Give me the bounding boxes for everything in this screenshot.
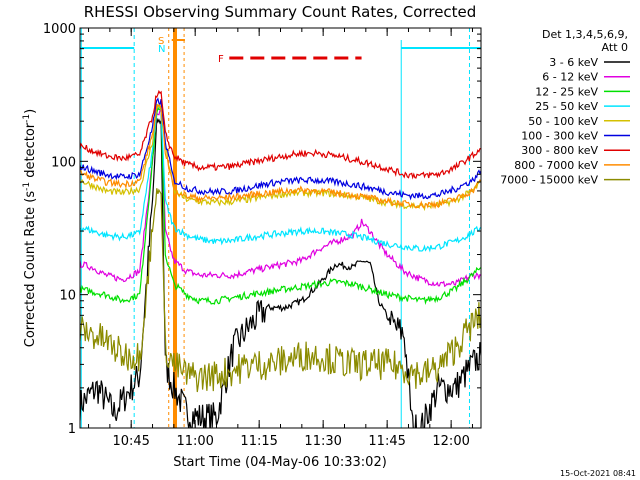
legend: Det 1,3,4,5,6,9,Att 0 3 - 6 keV 6 - 12 keV… xyxy=(500,28,630,187)
series-line-8 xyxy=(80,188,481,393)
y-tick-label: 10 xyxy=(59,289,76,304)
x-tick-label: 12:00 xyxy=(432,434,469,449)
series-layer xyxy=(80,89,481,428)
legend-label: 25 - 50 keV xyxy=(535,100,598,113)
saa-flag-label: S xyxy=(158,36,164,47)
x-tick-label: 11:00 xyxy=(176,434,213,449)
series-line-1 xyxy=(80,109,481,288)
y-tick-label: 1000 xyxy=(43,22,76,37)
legend-label: 3 - 6 keV xyxy=(549,56,598,69)
night-flag-label: N xyxy=(158,44,165,55)
series-line-5 xyxy=(80,97,481,201)
x-axis-label: Start Time (04-May-06 10:33:02) xyxy=(173,455,387,470)
flare-flag-label: F xyxy=(218,54,224,65)
series-line-2 xyxy=(80,105,481,305)
legend-header: Att 0 xyxy=(602,41,628,54)
legend-label: 6 - 12 keV xyxy=(542,71,598,84)
series-line-7 xyxy=(80,104,481,210)
legend-label: 300 - 800 keV xyxy=(521,144,598,157)
series-line-0 xyxy=(80,118,481,428)
legend-label: 7000 - 15000 keV xyxy=(500,174,598,187)
legend-header: Det 1,3,4,5,6,9, xyxy=(542,28,628,41)
series-line-3 xyxy=(80,103,481,253)
x-tick-label: 10:45 xyxy=(112,434,149,449)
x-tick-label: 11:30 xyxy=(304,434,341,449)
y-tick-label: 1 xyxy=(68,422,76,437)
y-tick-label: 100 xyxy=(51,155,76,170)
series-line-6 xyxy=(80,89,481,180)
legend-label: 100 - 300 keV xyxy=(521,130,598,143)
legend-label: 50 - 100 keV xyxy=(528,115,598,128)
chart-title: RHESSI Observing Summary Count Rates, Co… xyxy=(84,3,477,21)
y-axis-label: Corrected Count Rate (s-1 detector-1) xyxy=(22,109,38,347)
timestamp: 15-Oct-2021 08:41 xyxy=(560,469,636,478)
axes: SN F 10:45 11:00 11:15 11:30 11:45 12:00 1 10 100 1… xyxy=(43,22,481,449)
legend-label: 12 - 25 keV xyxy=(535,85,598,98)
legend-label: 800 - 7000 keV xyxy=(514,159,598,172)
x-tick-label: 11:15 xyxy=(240,434,277,449)
x-tick-label: 11:45 xyxy=(368,434,405,449)
